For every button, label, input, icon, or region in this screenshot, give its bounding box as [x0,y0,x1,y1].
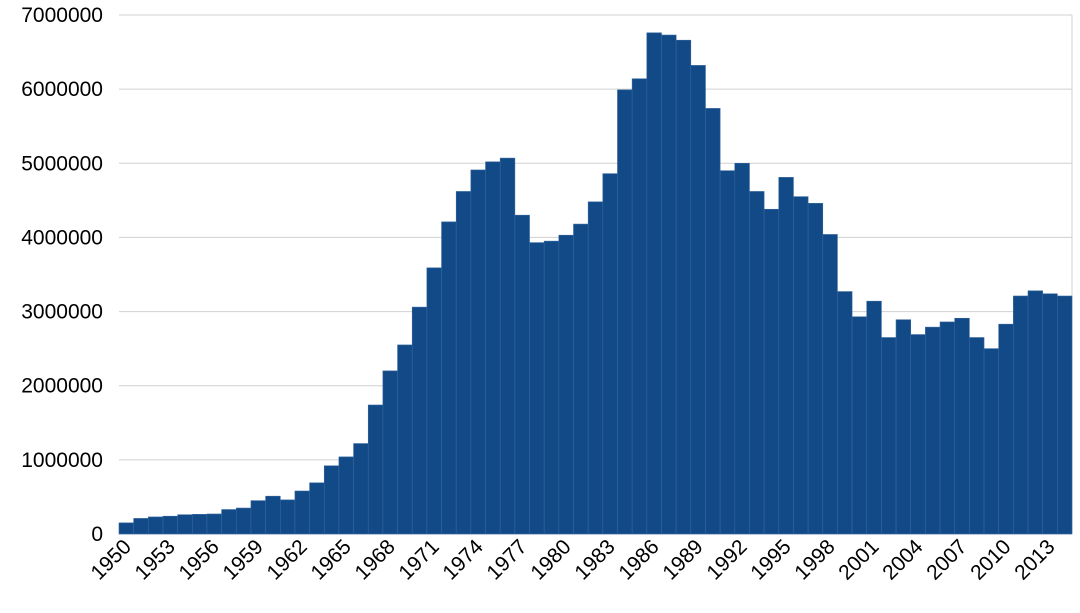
bar [192,514,208,535]
bar [148,516,164,535]
bar [309,482,325,535]
bar [646,32,662,535]
x-tick-label: 1998 [790,535,839,584]
bar [235,507,252,535]
bar [661,34,677,535]
bar [705,108,721,535]
x-tick-label: 1983 [570,535,619,584]
bar [162,515,178,535]
bar [895,319,912,535]
bar [983,348,999,535]
y-tick-label: 1000000 [21,449,103,472]
bar [969,337,985,535]
y-tick-label: 5000000 [21,152,103,175]
x-tick-label: 1974 [438,535,488,585]
bar [221,509,237,535]
x-tick-label: 2004 [878,535,928,585]
bar [1027,290,1043,535]
bar [499,157,516,535]
bar [719,170,736,535]
x-tick-label: 1995 [746,535,795,584]
bar [734,162,750,535]
bar [617,89,633,535]
bar [866,300,882,535]
x-tick-label: 1986 [614,535,663,584]
bar [543,240,560,535]
bar [1042,293,1058,535]
bar [411,306,428,535]
bar [587,201,604,535]
bar [558,234,574,535]
bar [485,161,501,535]
x-tick-label: 1968 [350,535,399,584]
bar [353,443,369,535]
bar [294,490,310,535]
x-tick-label: 1980 [526,535,575,584]
y-tick-label: 2000000 [21,375,103,398]
bar [397,344,413,535]
bar [382,370,398,535]
x-tick-label: 1956 [175,535,224,584]
x-tick-label: 1992 [702,535,751,584]
bar [133,518,149,535]
bar [793,196,809,535]
bar [250,500,266,535]
bar [265,495,281,535]
bar [998,323,1014,535]
bar [441,221,457,535]
x-tick-label: 1977 [482,535,531,584]
x-tick-label: 2001 [834,535,883,584]
bar [1013,295,1029,535]
bar [910,334,926,535]
bar [514,214,530,535]
bar [631,78,648,535]
y-tick-label: 7000000 [21,4,103,27]
bar [573,223,589,535]
x-tick-label: 1965 [306,535,355,584]
bar [279,499,296,535]
bar [954,317,970,535]
bar [206,513,222,535]
x-tick-label: 1959 [219,535,268,584]
x-tick-label: 1989 [658,535,707,584]
x-tick-label: 2013 [1010,535,1059,584]
bar [925,326,941,535]
bar [338,456,354,535]
bar [1057,295,1073,535]
y-tick-label: 0 [91,523,103,546]
bar [675,39,692,535]
y-tick-label: 6000000 [21,78,103,101]
bar [602,173,618,535]
bar [939,321,956,535]
bar [690,65,706,535]
bar [778,177,794,535]
bar [529,242,545,535]
bar [763,208,780,535]
bar [323,465,340,535]
bar [470,169,486,535]
x-tick-label: 2007 [922,535,971,584]
bar [749,191,765,535]
x-tick-label: 2010 [966,535,1015,584]
bar [837,291,853,535]
x-tick-label: 1971 [394,535,443,584]
bar [881,337,897,535]
y-tick-label: 4000000 [21,226,103,249]
x-tick-label: 1962 [263,535,312,584]
y-tick-label: 3000000 [21,301,103,324]
bar [851,316,868,535]
bar [807,203,824,535]
bar [367,404,384,535]
x-tick-label: 1953 [131,535,180,584]
bar [118,522,134,535]
bar [822,234,838,535]
bar [455,191,472,535]
bar [426,267,442,535]
bar [177,514,193,535]
